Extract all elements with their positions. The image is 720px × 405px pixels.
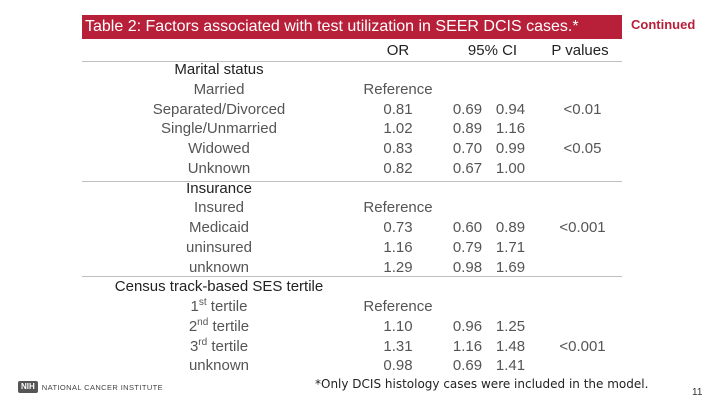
- table-row: Widowed 0.83 0.70 0.99 <0.05: [0, 140, 640, 160]
- header-divider: [82, 61, 622, 62]
- table-row: 1st tertile Reference: [0, 298, 640, 318]
- ci-lower-cell: 0.98: [452, 258, 483, 276]
- tertile-word: tertile: [208, 317, 250, 335]
- ci-upper-cell: 1.69: [495, 258, 526, 276]
- ci-upper-cell: 1.16: [495, 120, 526, 138]
- table-row: unknown 1.29 0.98 1.69: [0, 259, 640, 279]
- row-label: 3rd tertile: [82, 336, 356, 355]
- ci-lower-cell: 0.60: [452, 219, 483, 236]
- ordinal-suffix: st: [198, 297, 207, 308]
- tertile-word: tertile: [206, 298, 248, 315]
- p-value-cell: <0.001: [559, 219, 606, 236]
- page-number: 11: [692, 387, 703, 398]
- odds-ratio-cell: 1.29: [383, 258, 413, 276]
- ci-lower-cell: 0.69: [452, 100, 483, 118]
- ci-upper-cell: 0.99: [495, 140, 526, 157]
- ordinal-suffix: nd: [197, 316, 209, 328]
- odds-ratio-cell: 0.83: [383, 140, 413, 157]
- table-row: Medicaid 0.73 0.60 0.89 <0.001: [0, 219, 640, 239]
- tertile-word: tertile: [207, 337, 249, 355]
- section-label: Marital status: [174, 61, 264, 78]
- nih-logo: NIH NATIONAL CANCER INSTITUTE: [18, 381, 163, 393]
- odds-ratio-cell: 0.98: [383, 357, 413, 375]
- header-ci: 95% CI: [467, 42, 518, 59]
- row-label: Unknown: [187, 159, 251, 177]
- odds-ratio-cell: Reference: [363, 80, 433, 98]
- row-label: 2nd tertile: [82, 316, 356, 335]
- continued-label: Continued: [631, 17, 696, 32]
- ci-upper-cell: 0.89: [495, 219, 526, 236]
- row-label: 1st tertile: [82, 297, 356, 316]
- ci-lower-cell: 0.70: [452, 140, 483, 157]
- ci-lower-cell: 0.69: [452, 357, 483, 375]
- section-label: Insurance: [186, 179, 252, 197]
- section-header-row: Marital status: [0, 61, 640, 81]
- section-label: Census track-based SES tertile: [114, 278, 324, 296]
- table-row: 3rd tertile 1.31 1.16 1.48 <0.001: [0, 336, 640, 358]
- header-or: OR: [386, 42, 410, 59]
- table-row: Single/Unmarried 1.02 0.89 1.16: [0, 120, 640, 140]
- odds-ratio-cell: 0.81: [383, 100, 413, 118]
- p-value-cell: <0.001: [559, 337, 606, 355]
- table-row: Insured Reference: [0, 199, 640, 219]
- ci-lower-cell: 0.79: [452, 238, 483, 256]
- row-label: uninsured: [186, 238, 252, 256]
- row-label: Single/Unmarried: [161, 120, 277, 138]
- table-row: unknown 0.98 0.69 1.41: [0, 357, 640, 377]
- section-header-row: Census track-based SES tertile: [0, 278, 640, 298]
- ci-upper-cell: 1.00: [495, 159, 526, 177]
- ci-lower-cell: 0.67: [452, 159, 483, 177]
- ci-upper-cell: 0.94: [495, 100, 526, 118]
- odds-ratio-cell: 1.10: [383, 317, 413, 335]
- table-row: uninsured 1.16 0.79 1.71: [0, 239, 640, 259]
- institute-name: NATIONAL CANCER INSTITUTE: [41, 382, 164, 392]
- ci-upper-cell: 1.48: [495, 337, 526, 355]
- odds-ratio-cell: 0.73: [383, 219, 413, 236]
- row-label: Separated/Divorced: [152, 100, 286, 118]
- odds-ratio-cell: 1.02: [383, 120, 413, 138]
- ci-upper-cell: 1.41: [495, 357, 526, 375]
- tertile-number: 1: [190, 298, 199, 315]
- p-value-cell: <0.01: [563, 100, 602, 118]
- tertile-number: 3: [189, 337, 199, 355]
- row-label: Widowed: [188, 140, 250, 157]
- ci-lower-cell: 1.16: [452, 337, 483, 355]
- table-row: Married Reference: [0, 81, 640, 101]
- ci-lower-cell: 0.96: [452, 317, 483, 335]
- ci-upper-cell: 1.71: [495, 238, 526, 256]
- tertile-number: 2: [188, 317, 198, 335]
- odds-ratio-cell: 1.31: [383, 337, 413, 355]
- table-row: Unknown 0.82 0.67 1.00: [0, 160, 640, 180]
- ordinal-suffix: rd: [198, 336, 208, 348]
- ci-lower-cell: 0.89: [452, 120, 483, 138]
- row-label: Medicaid: [188, 219, 250, 236]
- section-divider-insurance: [82, 181, 622, 182]
- row-label: Married: [193, 80, 245, 98]
- section-divider-ses: [82, 276, 622, 277]
- ci-upper-cell: 1.25: [495, 317, 526, 335]
- nih-badge-icon: NIH: [18, 381, 38, 393]
- table-row: 2nd tertile 1.10 0.96 1.25: [0, 316, 640, 338]
- footnote: *Only DCIS histology cases were included…: [315, 377, 649, 391]
- header-p: P values: [551, 42, 609, 59]
- row-label: unknown: [188, 357, 250, 375]
- section-header-row: Insurance: [0, 180, 640, 200]
- row-label: Insured: [193, 199, 245, 217]
- odds-ratio-cell: Reference: [363, 298, 433, 315]
- table-title: Table 2: Factors associated with test ut…: [82, 15, 622, 39]
- table-row: Separated/Divorced 0.81 0.69 0.94 <0.01: [0, 101, 640, 121]
- odds-ratio-cell: Reference: [363, 199, 433, 217]
- p-value-cell: <0.05: [563, 140, 602, 157]
- odds-ratio-cell: 0.82: [383, 159, 413, 177]
- row-label: unknown: [188, 258, 250, 276]
- odds-ratio-cell: 1.16: [383, 238, 413, 256]
